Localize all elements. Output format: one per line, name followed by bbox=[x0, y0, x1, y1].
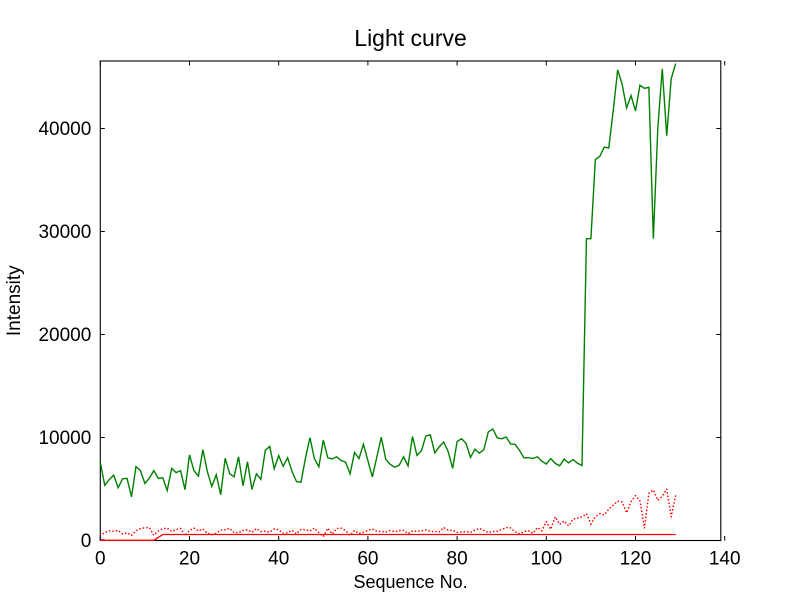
svg-text:40000: 40000 bbox=[38, 119, 91, 140]
svg-text:80: 80 bbox=[447, 549, 468, 570]
svg-text:Sequence No.: Sequence No. bbox=[354, 572, 468, 592]
svg-text:60: 60 bbox=[357, 549, 378, 570]
svg-text:0: 0 bbox=[81, 531, 92, 552]
svg-text:0: 0 bbox=[95, 549, 106, 570]
svg-text:Intensity: Intensity bbox=[4, 265, 25, 336]
svg-text:140: 140 bbox=[709, 549, 741, 570]
svg-text:30000: 30000 bbox=[38, 222, 91, 243]
svg-text:10000: 10000 bbox=[38, 428, 91, 449]
svg-text:Light curve: Light curve bbox=[354, 25, 467, 51]
svg-text:20: 20 bbox=[179, 549, 200, 570]
svg-text:40: 40 bbox=[268, 549, 289, 570]
svg-text:120: 120 bbox=[620, 549, 652, 570]
svg-text:100: 100 bbox=[530, 549, 562, 570]
svg-text:20000: 20000 bbox=[38, 325, 91, 346]
